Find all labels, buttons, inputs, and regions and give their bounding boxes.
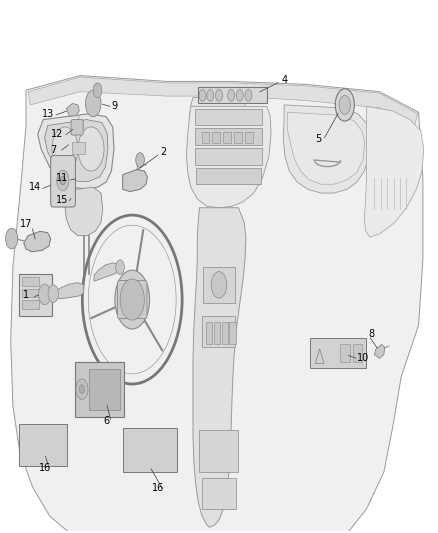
Polygon shape bbox=[54, 282, 84, 299]
FancyBboxPatch shape bbox=[117, 280, 147, 319]
Text: 15: 15 bbox=[56, 196, 68, 205]
Bar bbox=[19, 274, 52, 317]
Bar bbox=[72, 142, 85, 154]
FancyBboxPatch shape bbox=[51, 156, 75, 207]
Text: 5: 5 bbox=[316, 134, 322, 144]
Circle shape bbox=[211, 272, 227, 298]
Bar bbox=[123, 428, 177, 472]
Circle shape bbox=[199, 90, 206, 101]
Polygon shape bbox=[24, 231, 51, 252]
Polygon shape bbox=[364, 107, 424, 237]
Text: 12: 12 bbox=[51, 130, 64, 139]
Polygon shape bbox=[11, 76, 423, 533]
Text: 13: 13 bbox=[42, 109, 54, 119]
Bar bbox=[230, 322, 236, 344]
Polygon shape bbox=[190, 98, 246, 152]
Circle shape bbox=[245, 90, 252, 101]
Bar bbox=[310, 338, 366, 368]
Polygon shape bbox=[193, 208, 246, 527]
Bar bbox=[195, 109, 262, 125]
Polygon shape bbox=[45, 119, 108, 181]
Text: 8: 8 bbox=[369, 329, 375, 339]
Bar bbox=[201, 317, 236, 348]
Bar bbox=[353, 344, 362, 362]
Bar bbox=[202, 266, 235, 303]
Text: 2: 2 bbox=[160, 147, 166, 157]
Circle shape bbox=[120, 279, 145, 320]
Bar bbox=[22, 277, 39, 286]
Circle shape bbox=[339, 95, 350, 115]
Text: 16: 16 bbox=[39, 464, 51, 473]
Bar bbox=[195, 128, 262, 146]
Circle shape bbox=[6, 228, 18, 249]
FancyBboxPatch shape bbox=[71, 119, 83, 135]
Polygon shape bbox=[283, 105, 370, 193]
Bar bbox=[206, 322, 212, 344]
Bar bbox=[340, 344, 350, 362]
Bar bbox=[223, 132, 231, 143]
Bar bbox=[222, 322, 228, 344]
Bar bbox=[214, 322, 220, 344]
Polygon shape bbox=[94, 263, 119, 281]
Circle shape bbox=[136, 152, 145, 167]
Circle shape bbox=[48, 285, 59, 303]
Circle shape bbox=[215, 90, 223, 101]
Bar bbox=[212, 132, 220, 143]
Circle shape bbox=[85, 90, 101, 117]
Circle shape bbox=[39, 284, 51, 305]
Circle shape bbox=[116, 260, 124, 274]
Polygon shape bbox=[66, 103, 79, 116]
Text: 10: 10 bbox=[357, 352, 369, 362]
Polygon shape bbox=[374, 344, 385, 358]
Bar bbox=[199, 430, 238, 472]
Circle shape bbox=[207, 90, 214, 101]
Bar bbox=[201, 132, 209, 143]
Text: 7: 7 bbox=[50, 146, 57, 156]
Text: 4: 4 bbox=[282, 75, 288, 85]
Polygon shape bbox=[38, 114, 114, 189]
Bar bbox=[234, 132, 242, 143]
Circle shape bbox=[60, 176, 65, 185]
Bar bbox=[195, 148, 262, 165]
Circle shape bbox=[93, 83, 102, 98]
Polygon shape bbox=[28, 77, 418, 127]
Circle shape bbox=[115, 270, 150, 329]
Text: 11: 11 bbox=[56, 173, 68, 183]
Text: 9: 9 bbox=[112, 101, 118, 111]
Circle shape bbox=[57, 170, 69, 191]
Circle shape bbox=[76, 379, 88, 399]
Circle shape bbox=[335, 89, 354, 121]
Polygon shape bbox=[187, 107, 271, 208]
Bar bbox=[198, 87, 267, 103]
Circle shape bbox=[237, 90, 243, 101]
Polygon shape bbox=[123, 169, 148, 191]
Bar bbox=[89, 369, 120, 410]
Text: 16: 16 bbox=[152, 483, 164, 494]
Bar bbox=[22, 300, 39, 309]
Bar bbox=[75, 362, 124, 417]
Circle shape bbox=[79, 385, 85, 393]
Text: 1: 1 bbox=[23, 290, 29, 300]
Circle shape bbox=[228, 90, 235, 101]
Bar bbox=[22, 288, 39, 297]
Circle shape bbox=[52, 127, 78, 171]
Text: 17: 17 bbox=[20, 219, 32, 229]
Bar bbox=[18, 424, 67, 466]
Bar bbox=[245, 132, 253, 143]
Polygon shape bbox=[287, 112, 365, 184]
Bar bbox=[196, 168, 261, 184]
Polygon shape bbox=[65, 187, 103, 236]
Bar bbox=[201, 478, 237, 509]
Text: 6: 6 bbox=[103, 416, 109, 426]
Text: 14: 14 bbox=[28, 182, 41, 192]
Circle shape bbox=[78, 127, 104, 171]
